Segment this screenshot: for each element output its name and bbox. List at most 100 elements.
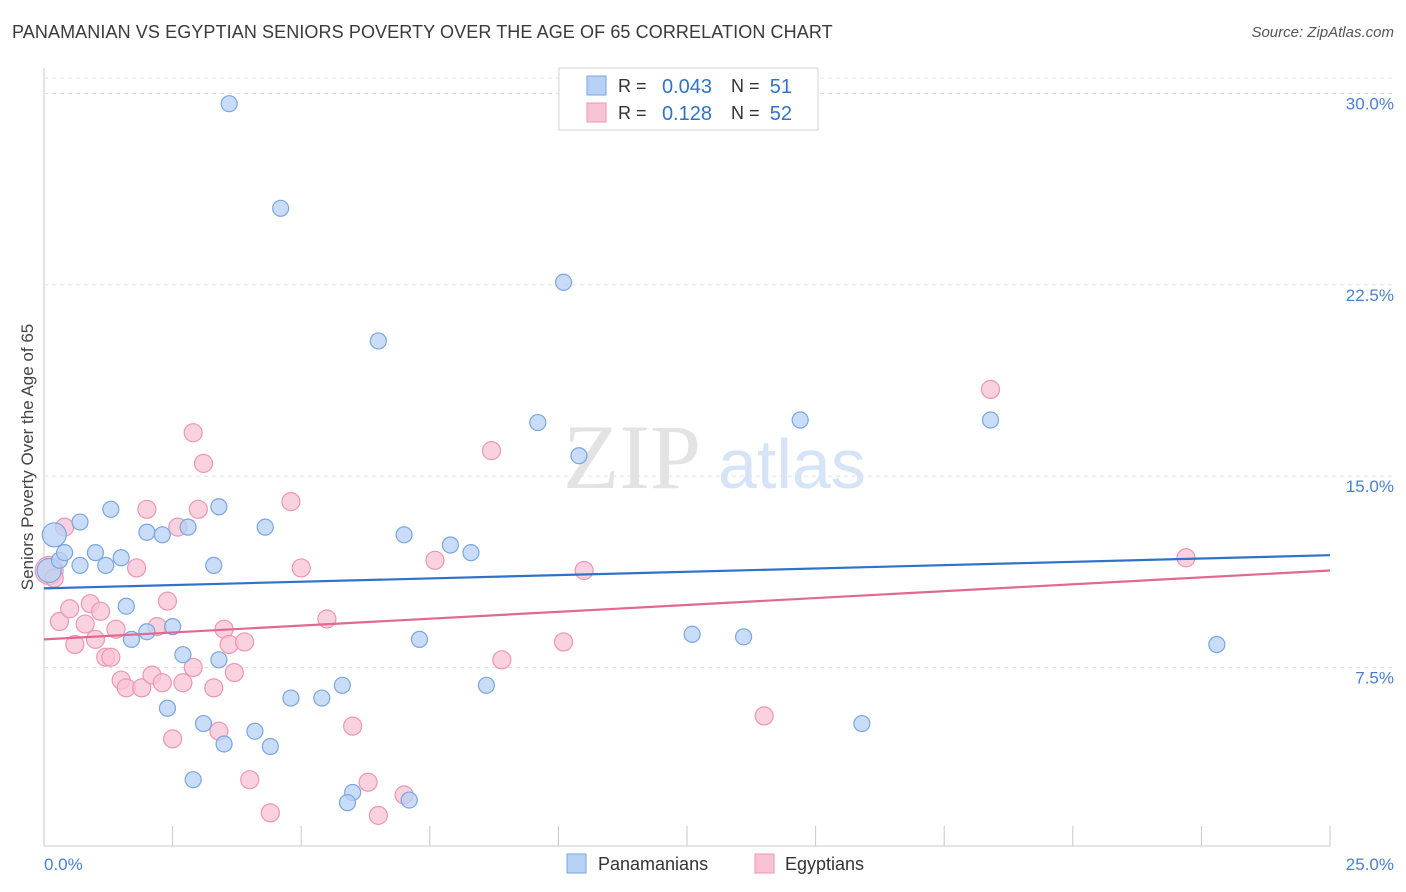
legend-r-value-1: 0.043 <box>662 76 712 98</box>
panamanian-point-23 <box>184 771 202 789</box>
panamanian-point-0 <box>41 522 67 548</box>
egyptian-point-43 <box>425 550 445 570</box>
egyptian-point-37 <box>291 558 311 578</box>
egyptian-point-32 <box>224 662 244 683</box>
panamanian-point-14 <box>153 526 171 544</box>
egyptian-point-5 <box>65 634 85 655</box>
y-tick-label-0: 7.5% <box>1355 668 1394 687</box>
egyptian-point-6 <box>75 614 95 634</box>
panamanian-point-43 <box>853 714 871 733</box>
panamanian-point-34 <box>441 536 459 554</box>
y-tick-label-2: 22.5% <box>1346 286 1394 305</box>
egyptian-point-2 <box>49 611 70 632</box>
egyptian-point-47 <box>574 560 594 581</box>
series-legend: Panamanians Egyptians <box>566 853 864 874</box>
panamanian-point-7 <box>97 556 115 575</box>
source-label: Source: ZipAtlas.com <box>1251 24 1394 41</box>
panamanian-point-45 <box>1208 635 1226 654</box>
egyptian-point-24 <box>173 673 193 693</box>
panamanian-point-39 <box>570 447 588 465</box>
legend-n-label-2: N = <box>731 103 760 123</box>
egyptian-point-48 <box>754 706 774 726</box>
panamanian-point-17 <box>179 518 197 536</box>
egyptian-point-46 <box>553 632 574 652</box>
panamanian-point-10 <box>117 597 135 615</box>
x-ticks <box>172 826 1331 846</box>
x-tick-label-min: 0.0% <box>44 855 83 874</box>
panamanian-point-30 <box>338 794 357 812</box>
panamanian-point-12 <box>138 623 156 641</box>
panamanian-point-25 <box>261 737 279 756</box>
panamanian-point-9 <box>112 549 130 567</box>
y-axis-label: Seniors Poverty Over the Age of 65 <box>18 324 37 590</box>
panamanian-point-31 <box>400 791 418 809</box>
legend-r-label-1: R = <box>618 76 647 96</box>
panamanian-point-20 <box>158 699 177 717</box>
egyptian-point-16 <box>132 678 152 698</box>
egyptian-point-25 <box>183 657 203 678</box>
panamanian-point-5 <box>71 556 89 575</box>
panamanian-point-36 <box>477 676 495 694</box>
panamanian-point-40 <box>683 625 701 643</box>
egyptian-point-28 <box>204 678 224 698</box>
egyptian-point-39 <box>343 716 363 736</box>
panamanian-point-49 <box>220 95 238 113</box>
panamanian-point-21 <box>194 714 213 733</box>
panamanian-point-28 <box>333 676 351 694</box>
panamanian-point-48 <box>369 332 387 350</box>
panamanian-point-8 <box>102 500 120 518</box>
legend-n-value-2: 52 <box>770 103 792 125</box>
egyptian-point-15 <box>126 558 147 578</box>
legend-n-label-1: N = <box>731 76 760 96</box>
egyptian-point-41 <box>368 805 388 825</box>
panamanian-point-16 <box>174 646 192 664</box>
legend-r-label-2: R = <box>618 103 647 123</box>
trend-lines <box>43 554 1331 641</box>
panamanian-point-27 <box>313 689 331 707</box>
panamanian-point-26 <box>282 689 300 707</box>
egyptian-point-44 <box>481 441 502 461</box>
panamanian-trend-line <box>43 554 1331 590</box>
panamanian-point-32 <box>410 630 429 648</box>
legend-swatch-panamanians <box>586 75 607 96</box>
panamanian-point-19 <box>210 651 228 669</box>
panamanian-point-24 <box>246 722 264 740</box>
egyptian-point-17 <box>137 499 157 519</box>
panamanian-point-46 <box>210 498 228 516</box>
chart-title: PANAMANIAN VS EGYPTIAN SENIORS POVERTY O… <box>12 22 833 42</box>
egyptian-point-36 <box>281 492 301 512</box>
panamanian-point-3 <box>55 544 74 562</box>
egyptian-point-11 <box>101 647 121 667</box>
egyptian-point-8 <box>85 629 106 649</box>
panamanian-point-47 <box>256 518 274 536</box>
panamanian-point-38 <box>554 273 573 291</box>
panamanian-point-44 <box>981 411 1000 429</box>
legend-r-value-2: 0.128 <box>662 103 712 125</box>
legend-n-value-1: 51 <box>770 76 792 98</box>
panamanian-point-18 <box>205 556 223 575</box>
egyptian-point-49 <box>980 379 1001 400</box>
egyptian-point-20 <box>152 673 172 693</box>
x-tick-label-max: 25.0% <box>1346 855 1394 874</box>
panamanian-point-4 <box>71 513 89 531</box>
panamanian-point-13 <box>138 523 156 541</box>
bottom-legend-label-panamanians: Panamanians <box>598 854 708 874</box>
legend-swatch-egyptians <box>586 102 607 123</box>
panamanian-point-42 <box>791 411 809 429</box>
watermark-atlas: atlas <box>718 425 866 503</box>
panamanian-point-50 <box>272 199 290 217</box>
egyptian-point-35 <box>260 803 280 823</box>
panamanian-point-37 <box>529 413 547 432</box>
correlation-legend: R = 0.043 N = 51 R = 0.128 N = 52 <box>558 67 819 131</box>
egyptian-trend-line <box>43 569 1331 641</box>
panamanian-points <box>36 95 1226 812</box>
bottom-legend-swatch-egyptians <box>754 853 775 874</box>
egyptian-point-4 <box>60 599 80 619</box>
y-tick-labels: 7.5% 15.0% 22.5% 30.0% <box>1346 95 1394 688</box>
egyptian-point-26 <box>188 499 208 519</box>
egyptian-point-12 <box>106 619 126 639</box>
egyptian-point-45 <box>492 650 512 670</box>
y-tick-label-1: 15.0% <box>1346 477 1394 496</box>
panamanian-point-35 <box>462 544 480 562</box>
